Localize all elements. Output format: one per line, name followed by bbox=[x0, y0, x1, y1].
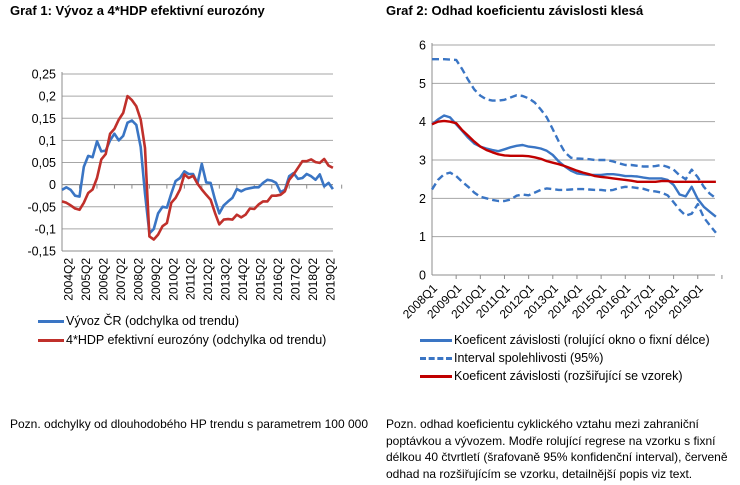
legend-label: Koeficent závislosti (rolující okno o fi… bbox=[454, 333, 710, 347]
legend-swatch bbox=[38, 338, 64, 342]
y-tick-label: 1 bbox=[419, 230, 426, 244]
legend-item: Interval spolehlivosti (95%) bbox=[420, 351, 603, 365]
x-tick-label: 2005Q2 bbox=[79, 258, 93, 301]
y-tick-label: 4 bbox=[419, 115, 426, 129]
y-tick-label: 0,25 bbox=[32, 68, 56, 82]
legend-label: 4*HDP efektivní eurozóny (odchylka od tr… bbox=[66, 333, 327, 347]
note-right: Pozn. odhad koeficientu cyklického vztah… bbox=[386, 416, 728, 482]
legend-item: Koeficent závislosti (rolující okno o fi… bbox=[420, 333, 710, 347]
x-tick-label: 2016Q2 bbox=[271, 258, 285, 301]
x-tick-label: 2010Q2 bbox=[166, 258, 180, 301]
y-tick-label: 0,05 bbox=[32, 156, 56, 170]
x-tick-label: 2013Q2 bbox=[219, 258, 233, 301]
note-line: poptávkou a vývozem. Modře rolující regr… bbox=[386, 433, 716, 448]
x-tick-label: 2009Q2 bbox=[149, 258, 163, 301]
y-tick-label: 0 bbox=[49, 178, 56, 192]
x-tick-label: 2018Q2 bbox=[306, 258, 320, 301]
chart2-series-line-1 bbox=[432, 58, 717, 200]
y-tick-label: 5 bbox=[419, 77, 426, 91]
note-left: Pozn. odchylky od dlouhodobého HP trendu… bbox=[10, 417, 369, 431]
x-tick-label: 2015Q2 bbox=[254, 258, 268, 301]
y-tick-label: 0 bbox=[419, 269, 426, 283]
x-tick-label: 2004Q2 bbox=[61, 258, 75, 301]
legend-swatch bbox=[420, 338, 452, 342]
chart2-title: Graf 2: Odhad koeficientu závislosti kle… bbox=[386, 3, 644, 18]
y-tick-label: 0,1 bbox=[39, 134, 56, 148]
note-line: délkou 40 čtvrtletí (šrafovaně 95% konfi… bbox=[386, 450, 728, 465]
y-tick-label: 3 bbox=[419, 154, 426, 168]
y-tick-label: -0,15 bbox=[28, 245, 57, 259]
x-tick-label: 2019Q2 bbox=[324, 258, 338, 301]
y-tick-label: -0,05 bbox=[28, 200, 57, 214]
note-line: odhad na rozšiřujícím se vzorku, detailn… bbox=[386, 466, 693, 481]
x-tick-label: 2014Q2 bbox=[236, 258, 250, 301]
y-tick-label: 0,15 bbox=[32, 112, 56, 126]
x-tick-label: 2011Q2 bbox=[184, 258, 198, 300]
legend-label: Vývoz ČR (odchylka od trendu) bbox=[66, 314, 239, 328]
x-tick-label: 2017Q2 bbox=[289, 258, 303, 301]
note-line: Pozn. odhad koeficientu cyklického vztah… bbox=[386, 417, 699, 431]
chart2-series-line-3 bbox=[431, 119, 716, 184]
x-tick-label: 2008Q2 bbox=[131, 258, 145, 301]
legend-item: Koeficent závislosti (rozšiřující se vzo… bbox=[420, 369, 683, 383]
legend-item: 4*HDP efektivní eurozóny (odchylka od tr… bbox=[38, 333, 326, 347]
x-tick-label: 2012Q2 bbox=[201, 258, 215, 301]
legend-swatch bbox=[420, 356, 452, 360]
chart1-series-line-1 bbox=[61, 94, 334, 241]
x-tick-label: 2007Q2 bbox=[114, 258, 128, 301]
y-tick-label: 0,2 bbox=[39, 90, 56, 104]
legend-swatch bbox=[420, 374, 452, 378]
y-tick-label: -0,1 bbox=[34, 222, 56, 236]
legend-label: Interval spolehlivosti (95%) bbox=[454, 351, 604, 365]
chart2-series-line-2 bbox=[430, 171, 717, 234]
legend-item: Vývoz ČR (odchylka od trendu) bbox=[38, 314, 239, 328]
y-tick-label: 6 bbox=[419, 39, 426, 53]
chart1-title: Graf 1: Vývoz a 4*HDP efektivní eurozóny bbox=[10, 3, 265, 18]
legend-label: Koeficent závislosti (rozšiřující se vzo… bbox=[454, 369, 683, 383]
x-tick-label: 2006Q2 bbox=[96, 258, 110, 301]
legend-swatch bbox=[38, 319, 64, 323]
y-tick-label: 2 bbox=[419, 192, 426, 206]
